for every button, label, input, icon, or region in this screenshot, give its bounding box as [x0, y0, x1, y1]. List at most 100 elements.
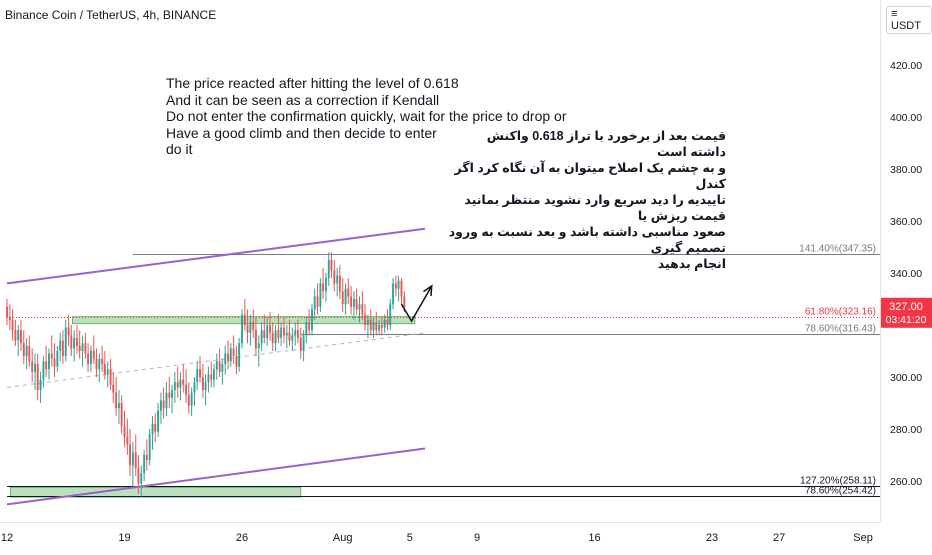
candle-body-129	[366, 319, 369, 325]
candle-body-83	[238, 343, 241, 367]
y-tick-label-5: 380.00	[890, 164, 922, 176]
candle-body-15	[48, 353, 50, 370]
candle-body-56	[162, 400, 165, 409]
candle-body-53	[154, 423, 157, 432]
candle-body-55	[159, 400, 162, 411]
candle-body-33	[98, 358, 101, 370]
candle-body-138	[392, 283, 395, 305]
candle-body-101	[288, 332, 291, 341]
candle-body-63	[182, 379, 185, 385]
fib-level-label-4: 78.60%(254.42)	[805, 486, 876, 497]
candle-body-61	[176, 382, 179, 388]
projection-arrow-head	[422, 284, 433, 297]
candle-body-120	[341, 291, 344, 305]
candle-body-134	[380, 325, 383, 328]
currency-selector[interactable]: ≡ USDT	[886, 6, 932, 34]
candle-body-11	[36, 364, 39, 390]
y-tick-label-6: 400.00	[890, 112, 922, 124]
candle-body-136	[386, 319, 389, 325]
last-price-label: 327.00	[889, 301, 923, 313]
candle-body-119	[338, 275, 341, 292]
candle-body-93	[266, 325, 269, 338]
candle-body-27	[81, 343, 84, 351]
candle-body-141	[400, 280, 403, 297]
candle-body-104	[296, 330, 299, 338]
candle-body-87	[249, 322, 252, 333]
candle-body-118	[336, 275, 339, 284]
y-tick-label-2: 300.00	[890, 372, 922, 384]
candle-body-72	[207, 374, 210, 383]
candle-body-82	[235, 356, 238, 367]
fib-level-label-0: 141.40%(347.35)	[799, 244, 876, 255]
candle-body-16	[50, 353, 53, 359]
candle-body-77	[221, 364, 224, 372]
y-tick-label-7: 420.00	[890, 60, 922, 72]
candle-body-40	[118, 403, 120, 409]
candle-body-69	[199, 369, 201, 377]
candle-body-102	[291, 335, 294, 341]
candle-body-139	[394, 283, 397, 289]
candle-body-31	[92, 351, 95, 359]
candle-body-22	[67, 327, 70, 336]
candle-body-117	[333, 270, 336, 284]
candle-body-68	[196, 369, 199, 383]
x-tick-label-2: 26	[236, 532, 248, 544]
candle-body-96	[274, 330, 277, 344]
x-tick-label-1: 19	[118, 532, 130, 544]
candle-body-43	[126, 436, 129, 445]
candle-body-126	[358, 304, 361, 310]
candle-body-70	[201, 377, 204, 390]
candle-body-30	[89, 351, 92, 364]
lock-icon: ≡	[891, 8, 898, 20]
candle-body-28	[84, 343, 87, 354]
candle-body-122	[347, 288, 350, 297]
candle-body-103	[294, 330, 297, 336]
last-price-badge	[881, 297, 932, 328]
candle-body-13	[42, 361, 45, 380]
annotation-english[interactable]: The price reacted after hitting the leve…	[166, 75, 567, 157]
candle-body-74	[213, 369, 215, 380]
symbol-title: Binance Coin / TetherUS, 4h, BINANCE	[5, 8, 217, 22]
candle-body-54	[157, 410, 160, 432]
candle-body-125	[355, 299, 358, 310]
y-tick-label-4: 360.00	[890, 216, 922, 228]
x-tick-label-7: 23	[706, 532, 718, 544]
candle-body-34	[101, 358, 104, 364]
candle-body-38	[112, 384, 115, 393]
candle-body-142	[403, 296, 406, 307]
candle-body-14	[45, 361, 48, 370]
candle-body-84	[241, 314, 243, 344]
candle-body-98	[280, 327, 283, 338]
candle-body-116	[330, 260, 333, 271]
candle-body-131	[372, 322, 375, 331]
candle-body-24	[73, 338, 76, 349]
candle-body-29	[87, 353, 90, 364]
candle-body-95	[271, 332, 274, 344]
candle-body-130	[369, 319, 372, 331]
candle-body-80	[229, 348, 232, 362]
candle-body-0	[6, 306, 8, 318]
candle-body-62	[179, 379, 182, 388]
candle-body-52	[151, 423, 154, 435]
candle-body-128	[364, 314, 366, 325]
projection-arrow	[400, 285, 433, 323]
currency-label: USDT	[891, 20, 921, 32]
candle-body-81	[232, 348, 235, 357]
candle-body-37	[109, 369, 112, 385]
candle-body-76	[218, 361, 221, 372]
candle-body-135	[383, 319, 386, 328]
candle-body-6	[22, 343, 25, 357]
candle-body-1	[8, 317, 11, 320]
candle-body-60	[173, 382, 176, 390]
candle-body-133	[378, 325, 381, 331]
x-tick-label-5: 9	[474, 532, 480, 544]
candle-body-26	[78, 345, 81, 351]
annotation-persian[interactable]: قیمت بعد از برخورد با تراز 0.618 واکنش د…	[448, 129, 726, 271]
candle-body-124	[353, 299, 355, 307]
candle-body-39	[115, 392, 118, 409]
x-tick-label-8: 27	[773, 532, 785, 544]
candle-body-137	[389, 304, 392, 325]
candle-body-111	[316, 296, 319, 307]
